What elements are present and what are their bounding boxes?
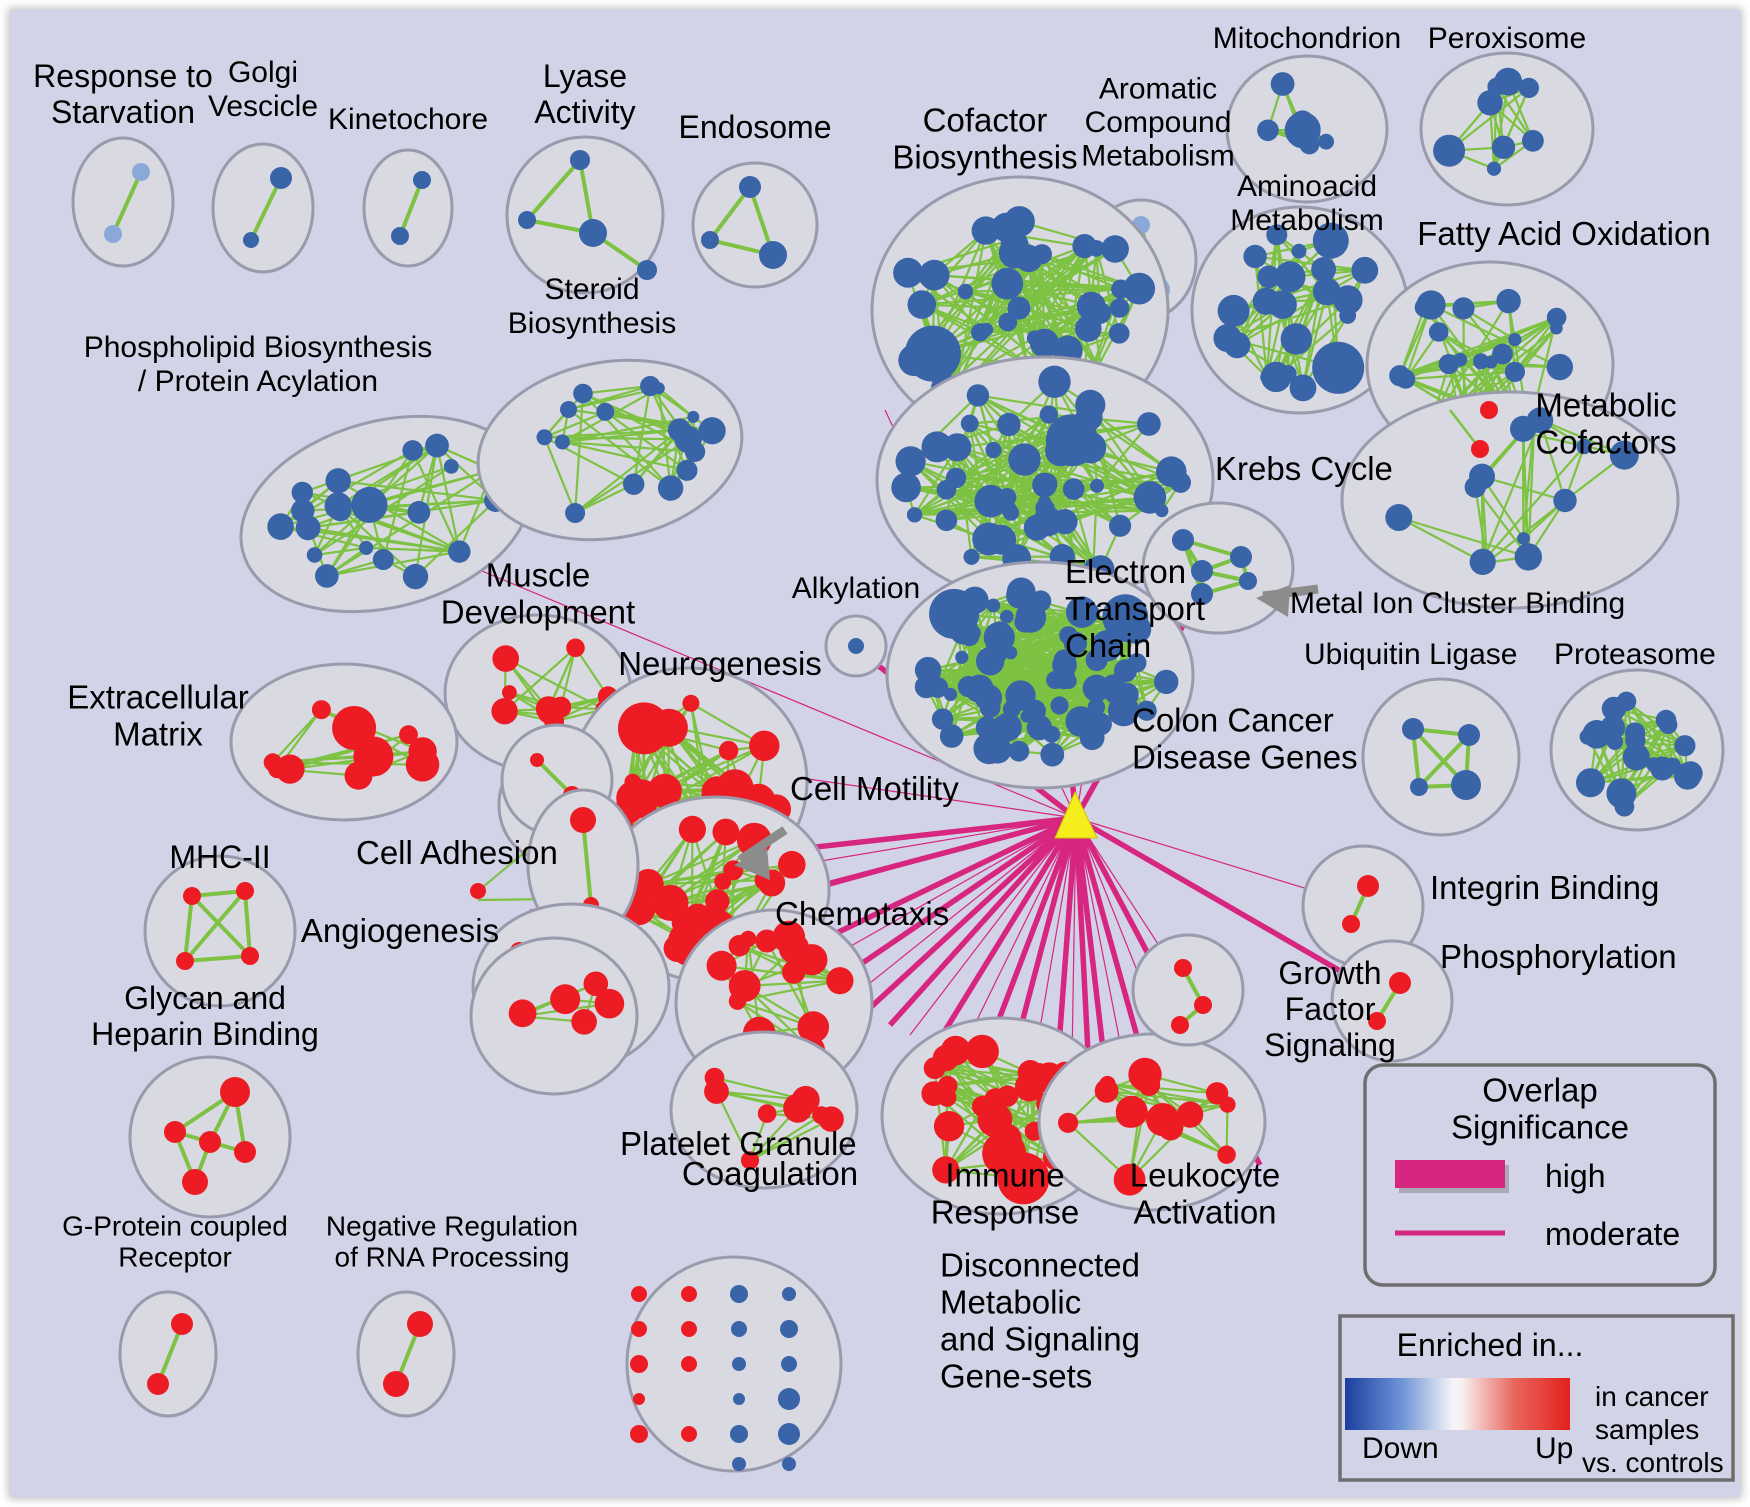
svg-text:Cofactors: Cofactors — [1535, 424, 1676, 461]
svg-text:Disease Genes: Disease Genes — [1132, 739, 1358, 776]
svg-text:Signaling: Signaling — [1264, 1027, 1396, 1063]
svg-text:Compound: Compound — [1085, 106, 1232, 139]
svg-text:Muscle: Muscle — [486, 557, 591, 594]
svg-text:G-Protein coupled: G-Protein coupled — [62, 1210, 288, 1241]
svg-text:Cofactor: Cofactor — [923, 102, 1048, 139]
svg-text:Metabolism: Metabolism — [1230, 204, 1383, 237]
svg-text:Immune: Immune — [945, 1157, 1064, 1194]
svg-text:Chain: Chain — [1065, 627, 1151, 664]
svg-text:Growth: Growth — [1278, 955, 1381, 991]
svg-text:Golgi: Golgi — [228, 56, 298, 89]
svg-text:Heparin Binding: Heparin Binding — [91, 1016, 319, 1052]
svg-text:Krebs Cycle: Krebs Cycle — [1215, 450, 1393, 487]
svg-text:Glycan and: Glycan and — [124, 980, 286, 1016]
svg-text:Metabolic: Metabolic — [940, 1284, 1081, 1321]
svg-text:Fatty Acid Oxidation: Fatty Acid Oxidation — [1417, 215, 1710, 252]
svg-text:Kinetochore: Kinetochore — [328, 103, 488, 136]
svg-text:Biosynthesis: Biosynthesis — [892, 139, 1077, 176]
svg-text:Up: Up — [1535, 1432, 1573, 1465]
svg-text:high: high — [1545, 1158, 1606, 1194]
svg-text:Vescicle: Vescicle — [208, 90, 318, 123]
svg-text:Overlap: Overlap — [1482, 1072, 1598, 1109]
svg-text:/ Protein Acylation: / Protein Acylation — [138, 365, 378, 398]
svg-text:MHC-II: MHC-II — [169, 839, 270, 875]
svg-text:Extracellular: Extracellular — [67, 679, 249, 716]
svg-text:Development: Development — [441, 594, 635, 631]
svg-text:Endosome: Endosome — [679, 109, 832, 145]
svg-text:Electron: Electron — [1065, 553, 1186, 590]
svg-text:Angiogenesis: Angiogenesis — [301, 912, 499, 949]
svg-text:Negative Regulation: Negative Regulation — [326, 1210, 578, 1241]
svg-text:samples: samples — [1595, 1414, 1699, 1445]
svg-text:Down: Down — [1362, 1432, 1439, 1465]
svg-text:Alkylation: Alkylation — [792, 572, 920, 605]
svg-text:Cell Motility: Cell Motility — [790, 770, 959, 807]
svg-text:Leukocyte: Leukocyte — [1130, 1157, 1280, 1194]
svg-text:Factor: Factor — [1285, 991, 1376, 1027]
svg-text:Aminoacid: Aminoacid — [1237, 170, 1377, 203]
svg-text:Transport: Transport — [1065, 590, 1205, 627]
svg-text:Proteasome: Proteasome — [1554, 638, 1716, 671]
svg-text:Enriched in...: Enriched in... — [1397, 1327, 1584, 1363]
svg-text:Starvation: Starvation — [51, 94, 195, 130]
svg-text:Activation: Activation — [1133, 1194, 1276, 1231]
svg-text:Metabolic: Metabolic — [1535, 387, 1676, 424]
svg-text:Peroxisome: Peroxisome — [1428, 22, 1586, 55]
svg-text:Disconnected: Disconnected — [940, 1247, 1140, 1284]
svg-text:Chemotaxis: Chemotaxis — [775, 895, 949, 932]
svg-text:Coagulation: Coagulation — [682, 1155, 858, 1192]
svg-text:Biosynthesis: Biosynthesis — [508, 307, 676, 340]
svg-text:Response: Response — [931, 1194, 1080, 1231]
svg-text:Metabolism: Metabolism — [1081, 140, 1234, 173]
svg-text:in cancer: in cancer — [1595, 1381, 1709, 1412]
svg-text:Mitochondrion: Mitochondrion — [1213, 22, 1401, 55]
svg-text:of RNA Processing: of RNA Processing — [335, 1242, 570, 1273]
svg-text:Activity: Activity — [534, 94, 635, 130]
svg-text:Steroid: Steroid — [544, 273, 639, 306]
svg-text:and Signaling: and Signaling — [940, 1321, 1140, 1358]
svg-text:Phosphorylation: Phosphorylation — [1440, 938, 1677, 975]
svg-text:Response to: Response to — [33, 58, 213, 94]
svg-text:Aromatic: Aromatic — [1099, 72, 1217, 105]
svg-text:Matrix: Matrix — [113, 716, 203, 753]
svg-text:Gene-sets: Gene-sets — [940, 1357, 1092, 1394]
svg-text:Phospholipid Biosynthesis: Phospholipid Biosynthesis — [84, 331, 433, 364]
svg-text:Ubiquitin Ligase: Ubiquitin Ligase — [1304, 638, 1517, 671]
svg-text:Colon Cancer: Colon Cancer — [1132, 702, 1334, 739]
svg-text:Integrin Binding: Integrin Binding — [1430, 869, 1659, 906]
svg-text:Lyase: Lyase — [543, 58, 627, 94]
svg-text:moderate: moderate — [1545, 1216, 1680, 1252]
svg-text:Receptor: Receptor — [118, 1242, 232, 1273]
svg-text:Neurogenesis: Neurogenesis — [618, 645, 822, 682]
svg-text:vs. controls: vs. controls — [1582, 1447, 1724, 1478]
svg-text:Metal Ion Cluster Binding: Metal Ion Cluster Binding — [1290, 587, 1625, 620]
svg-text:Significance: Significance — [1451, 1109, 1629, 1146]
svg-text:Cell Adhesion: Cell Adhesion — [356, 834, 558, 871]
